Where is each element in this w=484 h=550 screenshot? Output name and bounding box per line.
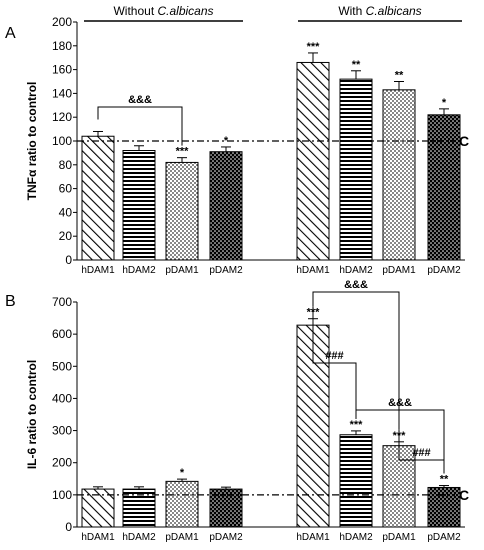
reference-line-label: C <box>459 487 469 503</box>
group-label-prefix: Without <box>113 4 157 18</box>
category-label: hDAM2 <box>339 532 373 543</box>
y-tick-label: 140 <box>52 86 72 100</box>
bracket-label: &&& <box>128 94 152 106</box>
y-tick-label: 80 <box>59 158 73 172</box>
y-tick-label: 20 <box>59 229 73 243</box>
bar <box>339 78 373 261</box>
significance-label: ** <box>395 70 404 82</box>
chart-panel-A: A 0 20 40 60 80 100 120 140 160 180 200 TNFα ratio t… <box>5 4 469 276</box>
category-label: hDAM2 <box>122 532 156 543</box>
significance-label: *** <box>350 419 364 431</box>
category-label: hDAM2 <box>122 265 156 276</box>
category-label: hDAM2 <box>339 265 373 276</box>
y-axis-label: IL-6 ratio to control <box>25 360 39 469</box>
group-label: With C.albicans <box>338 4 421 18</box>
significance-label: ** <box>352 59 361 71</box>
y-tick-label: 40 <box>59 205 73 219</box>
category-label: pDAM2 <box>209 265 243 276</box>
y-tick-label: 200 <box>52 15 72 29</box>
y-tick-label: 500 <box>52 359 72 373</box>
significance-label: * <box>442 97 447 109</box>
group-label-prefix: With <box>338 4 365 18</box>
y-tick-label: 120 <box>52 110 72 124</box>
bar <box>165 480 199 528</box>
bar <box>209 488 243 528</box>
y-tick-label: 100 <box>52 488 72 502</box>
y-tick-label: 180 <box>52 39 72 53</box>
significance-bracket <box>312 306 357 419</box>
significance-label: * <box>224 135 229 147</box>
category-label: pDAM1 <box>382 532 416 543</box>
bar <box>122 150 156 261</box>
group-label: Without C.albicans <box>113 4 213 18</box>
y-tick-label: 200 <box>52 456 72 470</box>
category-label: pDAM1 <box>382 265 416 276</box>
bar <box>81 135 115 261</box>
category-label: pDAM1 <box>165 532 199 543</box>
bar <box>165 161 199 261</box>
significance-label: ** <box>440 474 449 486</box>
y-tick-label: 0 <box>65 253 72 267</box>
significance-bracket <box>312 291 400 430</box>
bracket-label: ### <box>412 447 430 459</box>
bracket-label: &&& <box>388 397 412 409</box>
significance-label: * <box>180 467 185 479</box>
category-label: pDAM2 <box>209 532 243 543</box>
y-tick-label: 600 <box>52 327 72 341</box>
significance-bracket <box>97 106 183 146</box>
category-label: hDAM1 <box>81 265 115 276</box>
bar <box>427 486 461 528</box>
bar <box>296 61 330 261</box>
category-label: hDAM1 <box>296 532 330 543</box>
y-tick-label: 60 <box>59 182 73 196</box>
panel-label: B <box>5 293 16 310</box>
bracket-label: &&& <box>344 279 368 291</box>
group-label-organism: C.albicans <box>366 4 422 18</box>
y-tick-label: 700 <box>52 295 72 309</box>
category-label: hDAM1 <box>81 532 115 543</box>
significance-bracket <box>355 409 445 474</box>
bar <box>382 89 416 261</box>
panel-label: A <box>5 25 16 42</box>
category-label: pDAM2 <box>427 532 461 543</box>
category-label: pDAM1 <box>165 265 199 276</box>
bracket-label: ### <box>325 350 343 362</box>
y-tick-label: 0 <box>65 520 72 534</box>
category-label: pDAM2 <box>427 265 461 276</box>
y-tick-label: 160 <box>52 63 72 77</box>
bar <box>427 114 461 261</box>
category-label: hDAM1 <box>296 265 330 276</box>
significance-label: *** <box>176 146 190 158</box>
chart-panel-B: B 0 100 200 300 400 500 600 700 IL-6 ratio to con… <box>5 279 469 543</box>
y-tick-label: 400 <box>52 391 72 405</box>
significance-label: *** <box>307 41 321 53</box>
bar <box>209 151 243 261</box>
y-tick-label: 100 <box>52 134 72 148</box>
reference-line-label: C <box>459 133 469 149</box>
significance-bracket <box>398 429 445 474</box>
y-axis-label: TNFα ratio to control <box>25 82 39 201</box>
group-label-organism: C.albicans <box>157 4 213 18</box>
y-tick-label: 300 <box>52 424 72 438</box>
bar <box>339 434 373 528</box>
